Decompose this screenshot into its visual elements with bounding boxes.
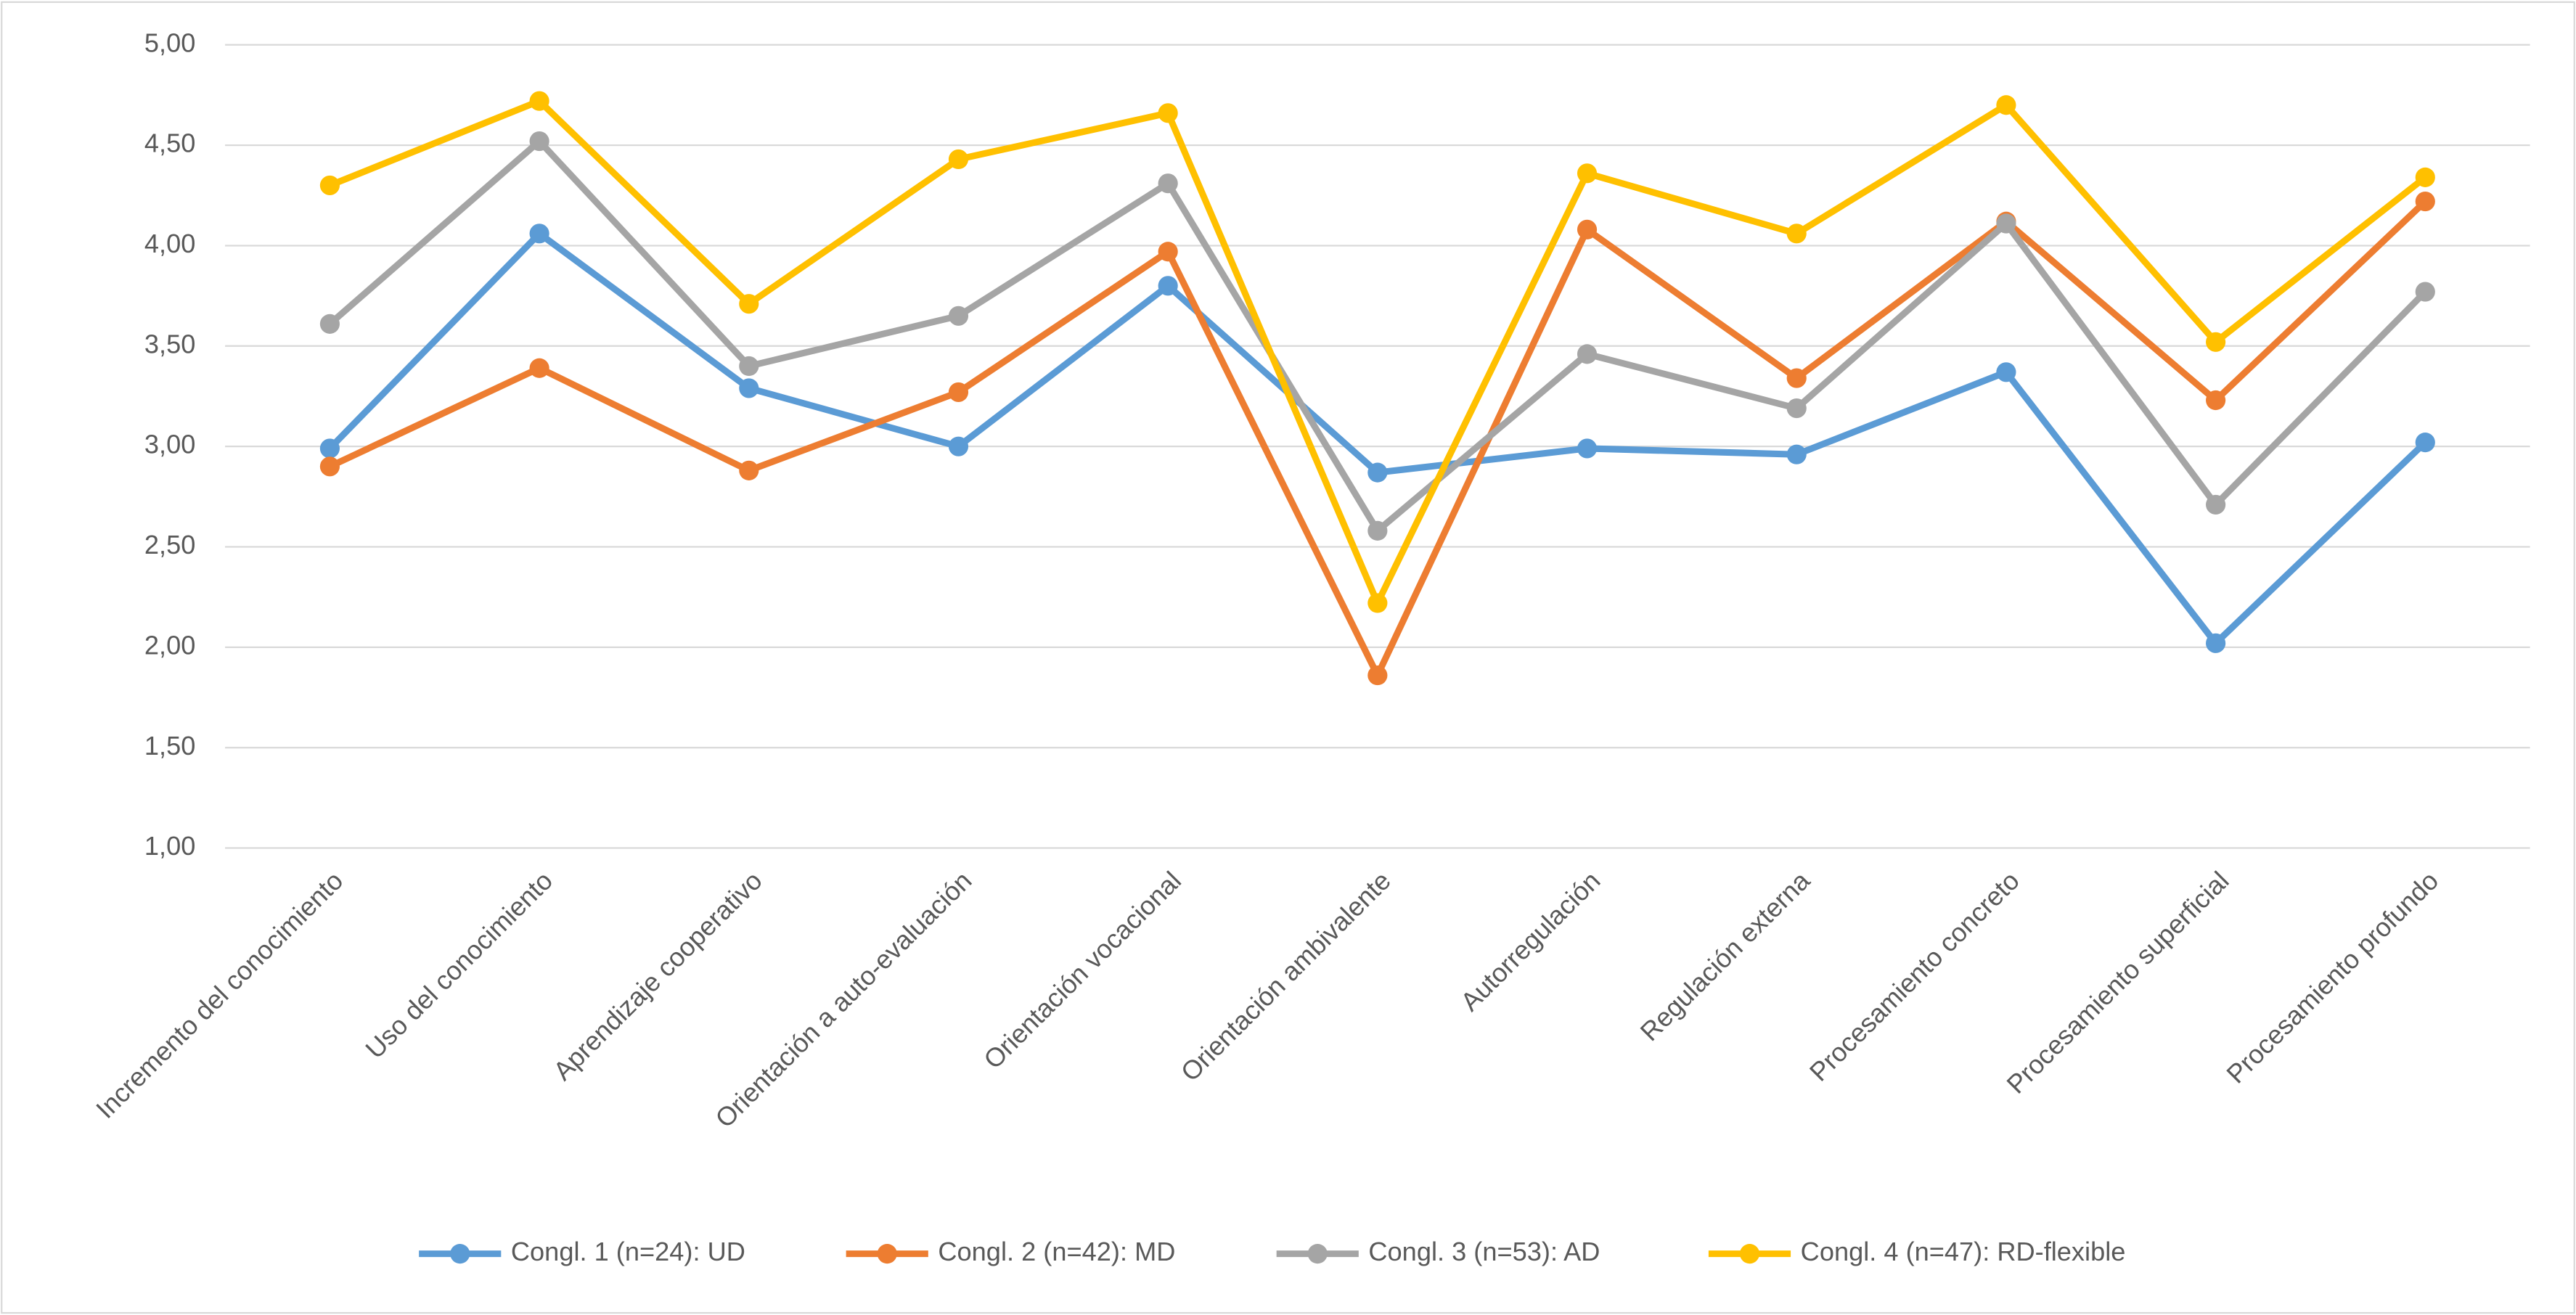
- data-point: [1577, 438, 1598, 459]
- data-point: [2415, 191, 2435, 212]
- data-point: [948, 382, 969, 403]
- data-point: [319, 456, 340, 477]
- data-point: [739, 356, 759, 377]
- y-tick-label: 2,50: [144, 530, 195, 560]
- data-point: [948, 149, 969, 170]
- y-tick-label: 5,00: [144, 28, 195, 57]
- data-point: [1367, 665, 1388, 686]
- data-point: [1367, 462, 1388, 483]
- legend-marker: [450, 1244, 470, 1264]
- legend-marker: [1739, 1244, 1760, 1264]
- data-point: [529, 131, 549, 152]
- data-point: [529, 91, 549, 111]
- data-point: [948, 306, 969, 326]
- legend-label: Congl. 4 (n=47): RD-flexible: [1801, 1237, 2126, 1266]
- data-point: [2206, 494, 2226, 515]
- legend-marker: [877, 1244, 897, 1264]
- legend-label: Congl. 3 (n=53): AD: [1368, 1237, 1600, 1266]
- data-point: [2415, 167, 2435, 187]
- legend-label: Congl. 2 (n=42): MD: [938, 1237, 1175, 1266]
- data-point: [739, 378, 759, 398]
- legend-label: Congl. 1 (n=24): UD: [511, 1237, 745, 1266]
- data-point: [319, 438, 340, 459]
- data-point: [1158, 103, 1178, 123]
- data-point: [319, 314, 340, 334]
- data-point: [1577, 344, 1598, 364]
- data-point: [739, 294, 759, 314]
- y-tick-label: 1,50: [144, 731, 195, 761]
- legend-item: Congl. 1 (n=24): UD: [419, 1237, 745, 1266]
- y-tick-label: 3,50: [144, 329, 195, 359]
- data-point: [1367, 520, 1388, 541]
- legend-item: Congl. 2 (n=42): MD: [846, 1237, 1175, 1266]
- data-point: [529, 358, 549, 378]
- data-point: [948, 436, 969, 456]
- y-tick-label: 2,00: [144, 630, 195, 660]
- y-tick-label: 3,00: [144, 430, 195, 459]
- data-point: [2206, 332, 2226, 352]
- data-point: [2415, 433, 2435, 453]
- y-tick-label: 4,50: [144, 128, 195, 158]
- legend-marker: [1307, 1244, 1328, 1264]
- legend-item: Congl. 3 (n=53): AD: [1276, 1237, 1600, 1266]
- data-point: [1786, 368, 1807, 388]
- legend-item: Congl. 4 (n=47): RD-flexible: [1708, 1237, 2126, 1266]
- data-point: [1577, 219, 1598, 239]
- data-point: [1158, 242, 1178, 262]
- y-tick-label: 1,00: [144, 831, 195, 861]
- data-point: [1786, 224, 1807, 244]
- data-point: [2206, 390, 2226, 411]
- data-point: [529, 224, 549, 244]
- data-point: [1996, 362, 2016, 382]
- data-point: [1158, 276, 1178, 296]
- data-point: [2206, 633, 2226, 653]
- data-point: [1996, 213, 2016, 234]
- data-point: [1577, 163, 1598, 184]
- data-point: [1367, 593, 1388, 613]
- y-tick-label: 4,00: [144, 229, 195, 258]
- data-point: [739, 460, 759, 480]
- data-point: [1786, 398, 1807, 419]
- data-point: [1996, 95, 2016, 115]
- data-point: [319, 175, 340, 196]
- data-point: [1158, 173, 1178, 194]
- data-point: [1786, 444, 1807, 464]
- data-point: [2415, 282, 2435, 302]
